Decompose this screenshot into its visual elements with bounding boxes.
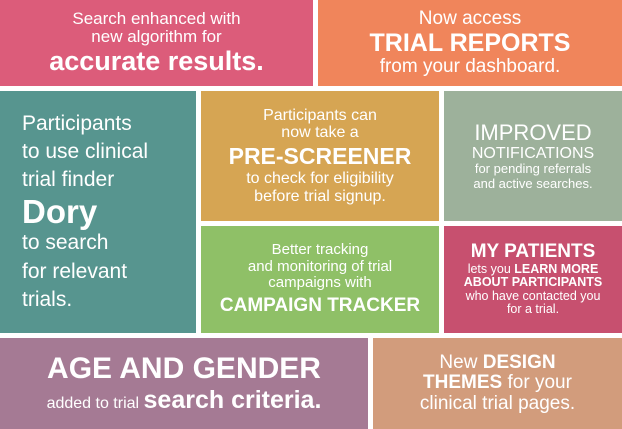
tile-heading: Dory [22,192,98,230]
tile-text: to use clinical [22,139,149,163]
tile-design-themes: New DESIGN THEMES for your clinical tria… [373,338,622,429]
tile-text: Now access [418,7,522,29]
tile-campaign-tracker: Better tracking and monitoring of trial … [201,226,439,333]
tile-pre-screener: Participants can now take a PRE-SCREENER… [201,91,439,221]
tile-text: lets you LEARN MORE [444,261,622,277]
tile-search-algorithm: Search enhanced with new algorithm for a… [0,0,313,86]
tile-heading: NOTIFICATIONS [471,145,595,163]
tile-age-gender: AGE AND GENDER added to trial search cri… [0,338,368,429]
tile-text: now take a [281,124,359,142]
tile-text-part: New [439,351,483,373]
tile-text: added to trial search criteria. [0,387,368,414]
tile-text: to check for eligibility [246,170,394,188]
tile-text: Participants [22,111,132,135]
tile-text-part: added to trial [46,395,144,413]
tile-trial-reports: Now access TRIAL REPORTS from your dashb… [318,0,622,86]
tile-text: for relevant [22,259,128,283]
tile-text-bold: DESIGN [482,351,556,373]
tile-text: from your dashboard. [379,55,561,77]
tile-text: Better tracking [271,241,369,259]
tile-heading: MY PATIENTS [470,241,596,263]
tile-heading: accurate results. [49,46,264,77]
tile-text: trial finder [22,168,115,192]
tile-text-bold: ABOUT PARTICIPANTS [463,275,603,290]
tile-text: clinical trial pages. [419,392,576,414]
tile-text: Search enhanced with [72,8,241,28]
tile-notifications: IMPROVED NOTIFICATIONS for pending refer… [444,91,622,221]
tile-my-patients: MY PATIENTS lets you LEARN MORE ABOUT PA… [444,226,622,333]
tile-text: trials. [22,288,73,311]
tile-text-part: lets you [467,261,515,276]
tile-heading: AGE AND GENDER [47,351,321,385]
tile-heading: IMPROVED [474,120,592,146]
tile-text-bold: LEARN MORE [514,261,599,276]
tile-text: for pending referrals [474,161,592,177]
tile-text: THEMES for your [373,372,622,394]
tile-text: campaigns with [268,273,372,291]
tile-text: for a trial. [506,302,560,317]
tile-text: New DESIGN [373,351,622,374]
tile-text: new algorithm for [91,26,222,46]
tile-text: and active searches. [473,175,593,191]
tile-heading: TRIAL REPORTS [369,28,571,57]
tile-text: and monitoring of trial [247,257,393,275]
tile-text: before trial signup. [254,187,386,205]
tile-text-bold: search criteria. [143,386,322,415]
tile-text-bold: THEMES [423,372,503,394]
tile-dory: Participants to use clinical trial finde… [0,91,196,333]
tile-text: Participants can [263,107,377,125]
tile-heading: PRE-SCREENER [228,142,412,169]
tile-text-part: for your [502,372,572,394]
tile-heading: CAMPAIGN TRACKER [219,295,421,317]
tile-text: to search [22,231,109,255]
tile-text: who have contacted you [465,288,601,303]
